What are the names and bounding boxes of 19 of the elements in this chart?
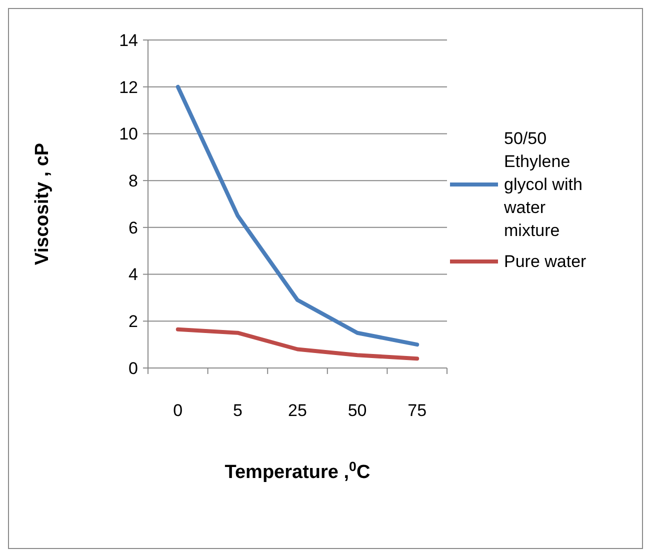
y-tick-label: 6 <box>128 218 138 238</box>
x-tick-label: 75 <box>408 401 427 420</box>
x-tick-label: 5 <box>232 401 242 420</box>
line-series <box>176 84 420 347</box>
x-tick-label: 0 <box>173 401 183 420</box>
legend-label: 50/50 Ethylene glycol with water mixture <box>503 129 582 240</box>
y-tick-label: 10 <box>119 124 138 144</box>
y-tick-label: 4 <box>128 265 138 284</box>
legend-label: Pure water <box>504 252 587 271</box>
x-axis-title: Temperature ,$^{0}$C <box>224 458 370 483</box>
y-axis-title: Viscosity , cP <box>32 142 53 266</box>
y-tick-label: 8 <box>128 172 138 191</box>
y-tick-label: 2 <box>128 312 138 332</box>
y-tick-label: 12 <box>119 78 138 97</box>
y-tick-label: 14 <box>119 30 138 50</box>
line-series <box>176 327 420 361</box>
x-tick-label: 25 <box>288 401 307 420</box>
y-tick-label: 0 <box>128 358 138 378</box>
x-tick-label: 50 <box>348 401 367 420</box>
